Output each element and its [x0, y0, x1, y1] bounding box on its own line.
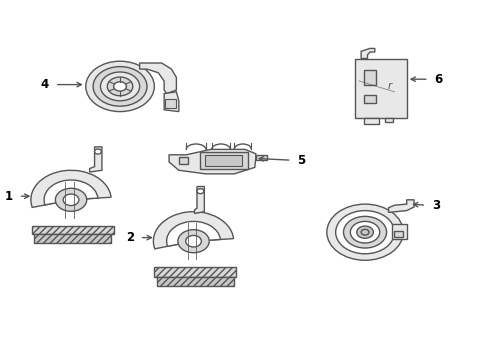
- Circle shape: [63, 194, 79, 206]
- Bar: [364, 118, 379, 125]
- Bar: [34, 234, 111, 243]
- Text: 4: 4: [41, 78, 49, 91]
- Polygon shape: [256, 155, 267, 160]
- Text: 5: 5: [297, 154, 306, 167]
- Circle shape: [186, 235, 201, 247]
- Bar: [205, 155, 242, 166]
- Text: 2: 2: [125, 231, 134, 244]
- Circle shape: [114, 82, 126, 91]
- Wedge shape: [31, 170, 111, 207]
- Bar: [385, 118, 393, 122]
- Circle shape: [55, 188, 87, 211]
- Bar: [157, 277, 234, 286]
- Bar: [154, 267, 236, 277]
- Text: 3: 3: [432, 199, 441, 212]
- Wedge shape: [153, 212, 234, 249]
- Bar: [392, 224, 407, 239]
- Bar: [364, 95, 376, 103]
- Bar: [165, 99, 176, 108]
- Bar: [179, 157, 188, 164]
- Circle shape: [178, 230, 209, 253]
- Bar: [355, 58, 407, 118]
- Circle shape: [93, 67, 147, 106]
- Polygon shape: [169, 149, 256, 174]
- Circle shape: [86, 61, 154, 112]
- Circle shape: [95, 149, 101, 154]
- Wedge shape: [44, 180, 98, 205]
- Polygon shape: [140, 63, 176, 94]
- Text: 6: 6: [435, 73, 443, 86]
- Text: 1: 1: [4, 190, 13, 203]
- Bar: [32, 226, 114, 234]
- Circle shape: [197, 189, 204, 194]
- Circle shape: [350, 221, 380, 243]
- Polygon shape: [361, 49, 375, 59]
- Polygon shape: [389, 200, 414, 212]
- Circle shape: [343, 216, 387, 248]
- Circle shape: [361, 229, 369, 235]
- Bar: [364, 70, 376, 85]
- Bar: [394, 231, 403, 237]
- Polygon shape: [164, 92, 179, 112]
- Circle shape: [336, 211, 394, 254]
- Wedge shape: [167, 221, 220, 246]
- Circle shape: [357, 226, 373, 238]
- Polygon shape: [195, 186, 204, 213]
- Circle shape: [327, 204, 403, 260]
- Text: r: r: [388, 81, 392, 91]
- Polygon shape: [90, 147, 102, 172]
- Bar: [200, 152, 248, 169]
- Circle shape: [107, 77, 133, 96]
- Circle shape: [100, 72, 140, 101]
